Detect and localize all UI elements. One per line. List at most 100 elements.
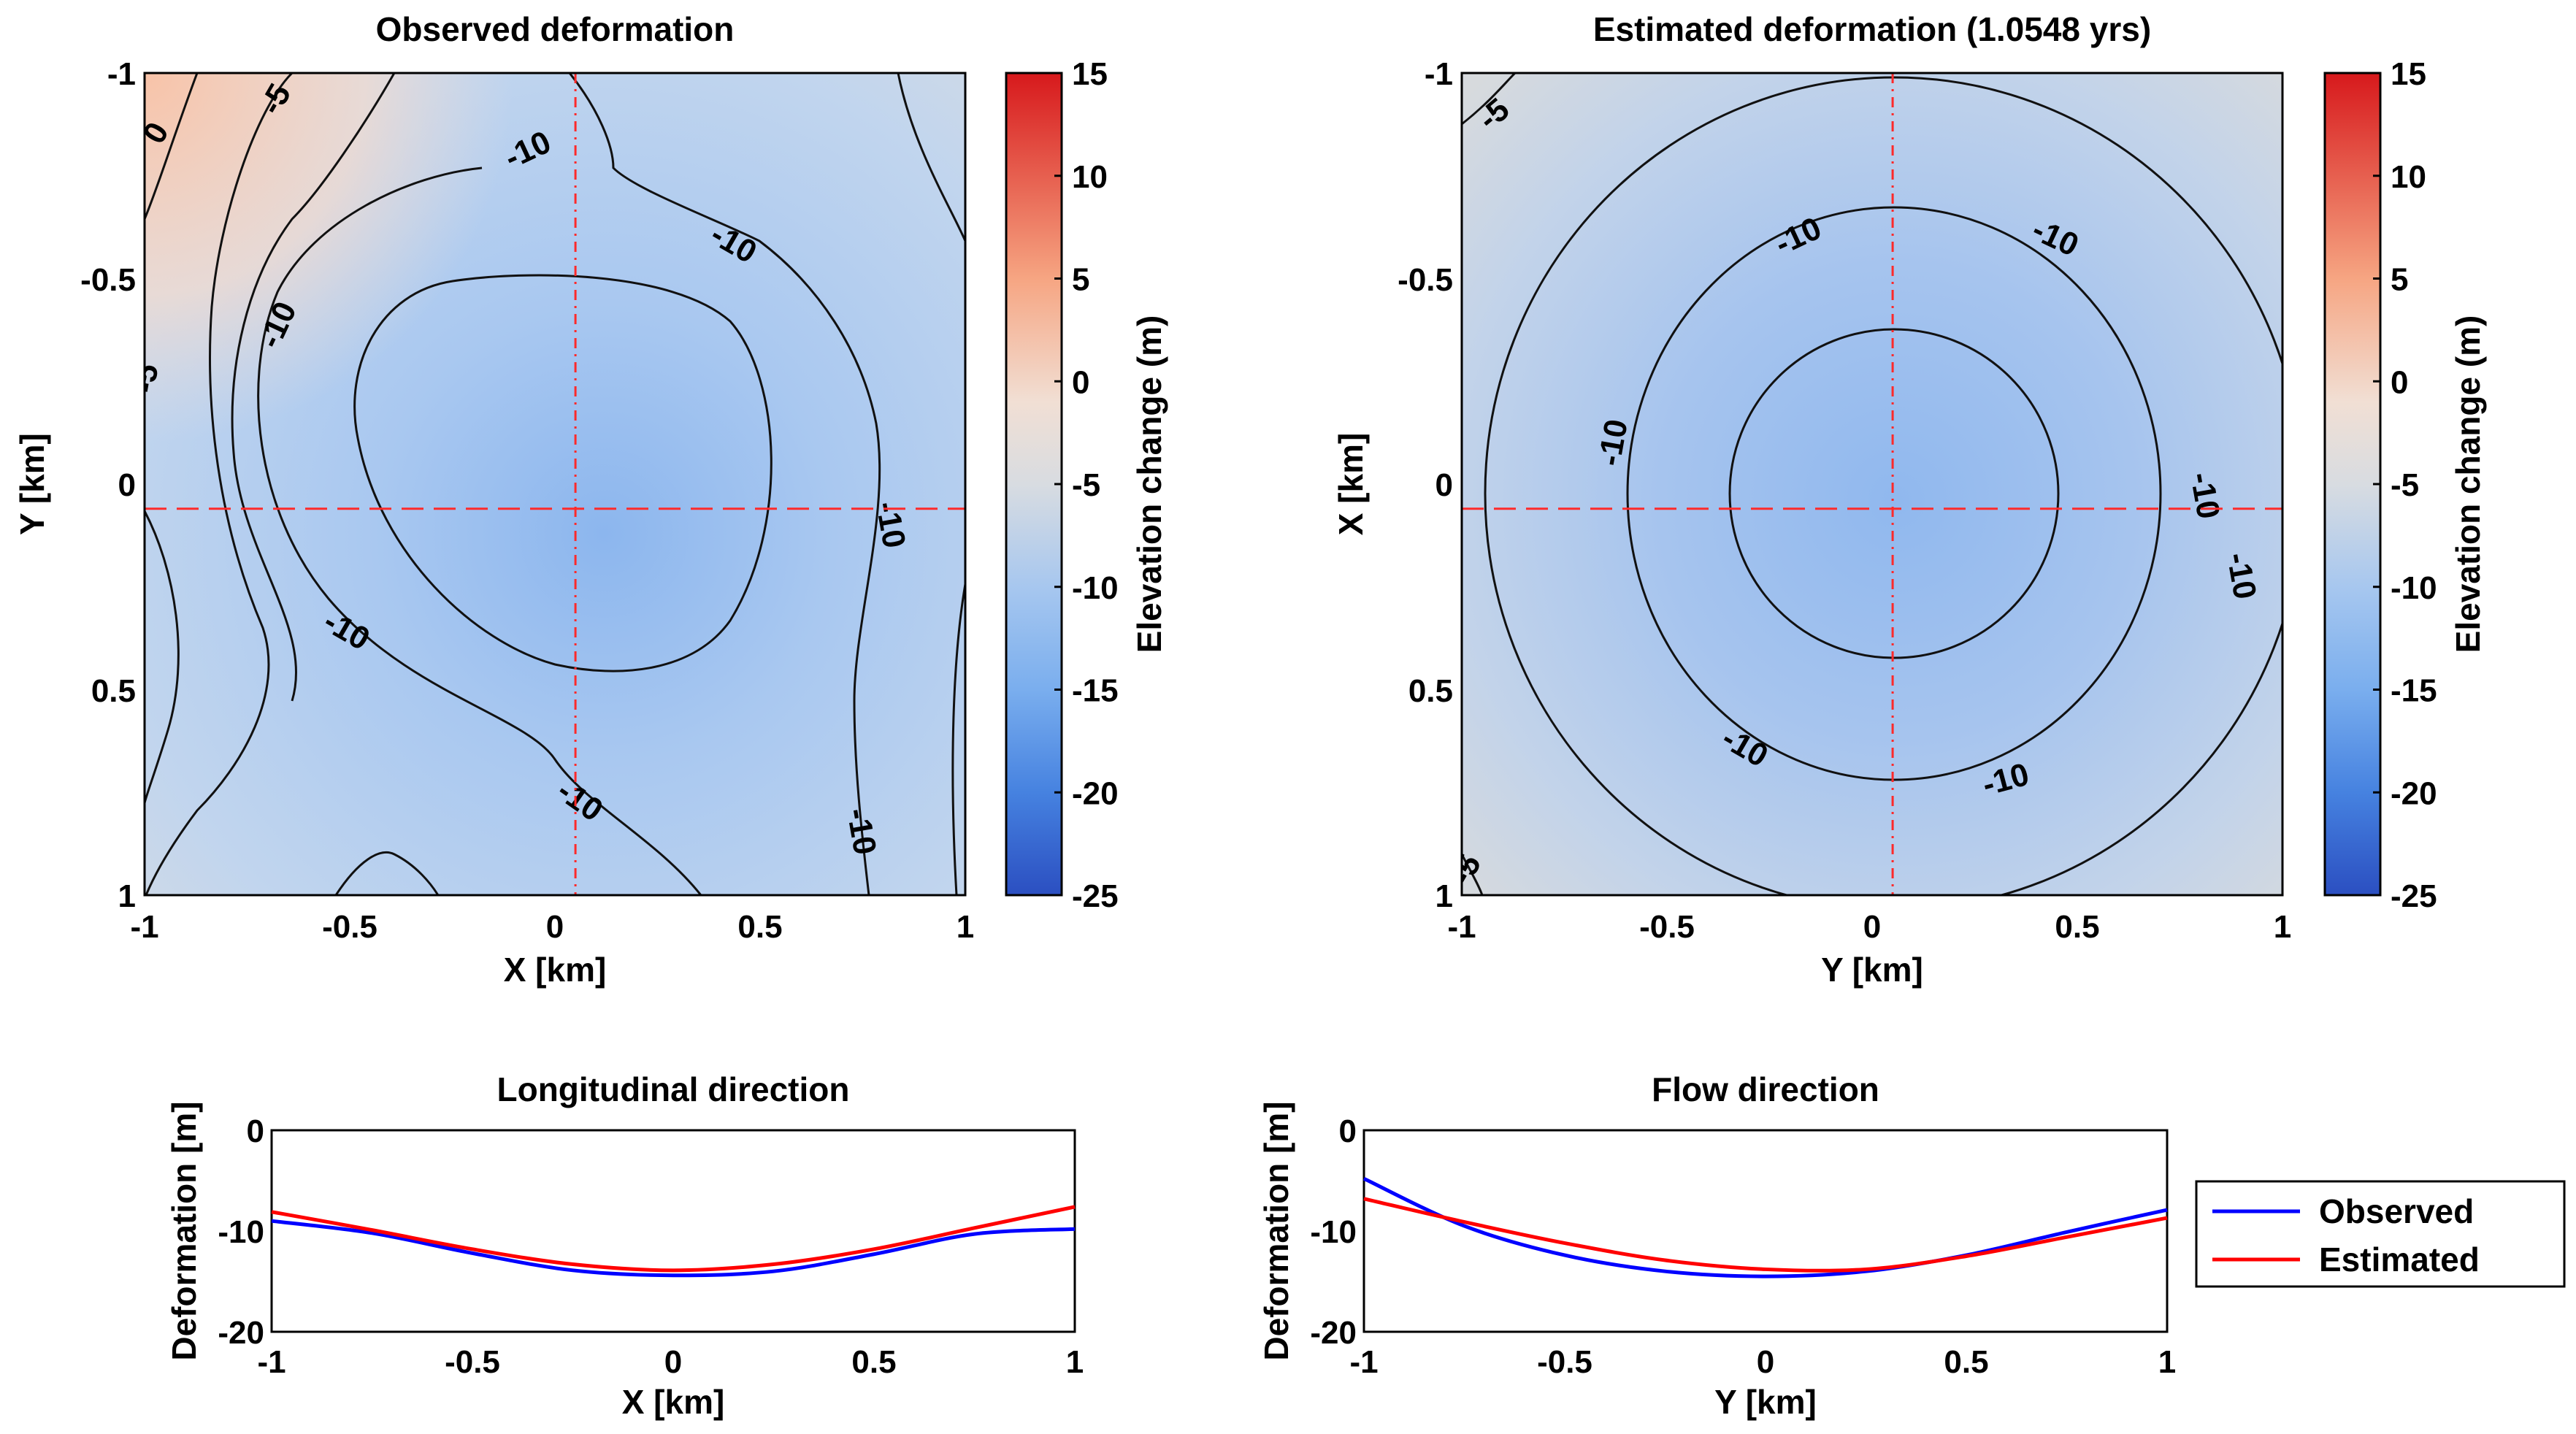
contour-line xyxy=(568,73,881,895)
contour-line xyxy=(1626,206,2162,781)
contour-line xyxy=(145,73,199,220)
x-tick-label: 0 xyxy=(546,909,564,945)
x-tick-label: 1 xyxy=(957,909,974,945)
observed-ylabel: Y [km] xyxy=(13,433,51,535)
longitudinal-panel: Longitudinal direction -1 -0.5 0 0.5 1 0… xyxy=(165,1070,1084,1421)
longitudinal-xlabel: X [km] xyxy=(622,1383,725,1421)
longitudinal-title: Longitudinal direction xyxy=(497,1070,850,1108)
x-tick-label: 1 xyxy=(2158,1344,2176,1380)
flow-title: Flow direction xyxy=(1652,1070,1879,1108)
x-tick-label: -0.5 xyxy=(322,909,377,945)
contour-label: -10 xyxy=(2183,469,2226,521)
longitudinal-ylabel: Deformation [m] xyxy=(165,1101,203,1360)
y-tick-label: -1 xyxy=(1425,56,1453,92)
x-tick-label: -0.5 xyxy=(445,1344,500,1380)
estimated-title: Estimated deformation (1.0548 yrs) xyxy=(1593,10,2151,48)
contour-line xyxy=(1728,328,2060,659)
y-tick-label: 0.5 xyxy=(1408,673,1453,709)
y-tick-label: -1 xyxy=(107,56,136,92)
colorbar-tick-label: 5 xyxy=(2391,262,2408,298)
series-line-estimated xyxy=(271,1205,1076,1273)
legend-label-estimated: Estimated xyxy=(2319,1241,2480,1278)
contour-label: -10 xyxy=(869,499,912,551)
estimated-colorbar-label: Elevation change (m) xyxy=(2449,315,2487,653)
y-tick-label: -20 xyxy=(218,1315,264,1351)
series-line-observed xyxy=(1362,1176,2168,1278)
contour-line xyxy=(1462,854,1484,895)
colorbar-tick-label: 15 xyxy=(2391,56,2426,92)
y-tick-label: 0 xyxy=(118,467,136,503)
contour-line xyxy=(353,274,773,672)
colorbar-tick-label: 10 xyxy=(1072,159,1108,195)
x-tick-label: 0 xyxy=(1757,1344,1774,1380)
flow-ylabel: Deformation [m] xyxy=(1257,1101,1295,1360)
colorbar-tick-label: -10 xyxy=(1072,570,1119,606)
x-tick-label: -0.5 xyxy=(1639,909,1695,945)
x-tick-label: 0.5 xyxy=(1944,1344,1988,1380)
x-tick-label: -1 xyxy=(257,1344,285,1380)
x-tick-label: -1 xyxy=(1349,1344,1378,1380)
contour-label: -10 xyxy=(2220,550,2263,602)
contour-label: -10 xyxy=(840,805,883,857)
observed-colorbar-label: Elevation change (m) xyxy=(1130,315,1168,653)
colorbar-tick-label: 0 xyxy=(2391,364,2408,400)
colorbar-tick-label: -10 xyxy=(2391,570,2437,606)
legend-label-observed: Observed xyxy=(2319,1192,2474,1230)
colorbar-tick-label: 10 xyxy=(2391,159,2426,195)
x-tick-label: -1 xyxy=(1447,909,1476,945)
estimated-deformation-panel: Estimated deformation (1.0548 yrs) -10 -… xyxy=(1332,10,2487,989)
longitudinal-axes-frame xyxy=(270,1129,1076,1333)
colorbar-tick-label: 5 xyxy=(1072,262,1089,298)
estimated-colorbar xyxy=(2325,73,2380,895)
colorbar-tick-label: 0 xyxy=(1072,364,1089,400)
flow-xlabel: Y [km] xyxy=(1714,1383,1817,1421)
series-line-estimated xyxy=(1363,1197,2168,1273)
x-tick-label: 0.5 xyxy=(851,1344,896,1380)
contour-line xyxy=(145,73,294,895)
colorbar-tick-label: -15 xyxy=(2391,673,2437,709)
x-tick-label: 0.5 xyxy=(737,909,782,945)
colorbar-tick-label: -5 xyxy=(2391,467,2419,503)
contour-line xyxy=(1484,76,2282,895)
contour-line xyxy=(1462,73,1517,126)
contour-line xyxy=(257,166,702,895)
colorbar-tick-label: -20 xyxy=(2391,775,2437,811)
y-tick-label: 0.5 xyxy=(91,673,136,709)
contour-line xyxy=(897,73,965,242)
x-tick-label: 1 xyxy=(2274,909,2291,945)
x-tick-label: 1 xyxy=(1066,1344,1084,1380)
y-tick-label: -20 xyxy=(1310,1315,1357,1351)
legend-box xyxy=(2195,1180,2566,1288)
observed-title: Observed deformation xyxy=(376,10,735,48)
series-line-observed xyxy=(271,1219,1076,1278)
contour-label: -10 xyxy=(1592,417,1635,469)
y-tick-label: -0.5 xyxy=(80,262,136,298)
estimated-axes-frame xyxy=(1460,72,2284,897)
y-tick-label: 0 xyxy=(1435,467,1453,503)
y-tick-label: 1 xyxy=(118,878,136,914)
flow-panel: Flow direction -1 -0.5 0 0.5 1 0 -10 -20… xyxy=(1257,1070,2176,1421)
colorbar-tick-label: -15 xyxy=(1072,673,1119,709)
contour-line xyxy=(334,851,440,895)
colorbar-tick-label: -25 xyxy=(2391,878,2437,914)
x-tick-label: 0 xyxy=(1863,909,1881,945)
estimated-field xyxy=(1462,73,2282,895)
legend: Observed Estimated xyxy=(2195,1180,2566,1288)
estimated-xlabel: Y [km] xyxy=(1821,951,1923,989)
observed-deformation-panel: Observed deformation -10 -10 -10 xyxy=(13,10,1168,989)
y-tick-label: -10 xyxy=(218,1214,264,1250)
x-tick-label: 0.5 xyxy=(2055,909,2099,945)
x-tick-label: -1 xyxy=(130,909,158,945)
colorbar-tick-label: -5 xyxy=(1072,467,1100,503)
y-tick-label: -0.5 xyxy=(1398,262,1453,298)
contour-line xyxy=(951,583,965,895)
contour-line xyxy=(231,73,396,702)
y-tick-label: 0 xyxy=(1339,1113,1357,1149)
x-tick-label: -0.5 xyxy=(1537,1344,1592,1380)
colorbar-tick-label: -25 xyxy=(1072,878,1119,914)
estimated-ylabel: X [km] xyxy=(1332,433,1370,536)
observed-xlabel: X [km] xyxy=(504,951,607,989)
contour-line xyxy=(145,510,180,804)
x-tick-label: 0 xyxy=(664,1344,682,1380)
